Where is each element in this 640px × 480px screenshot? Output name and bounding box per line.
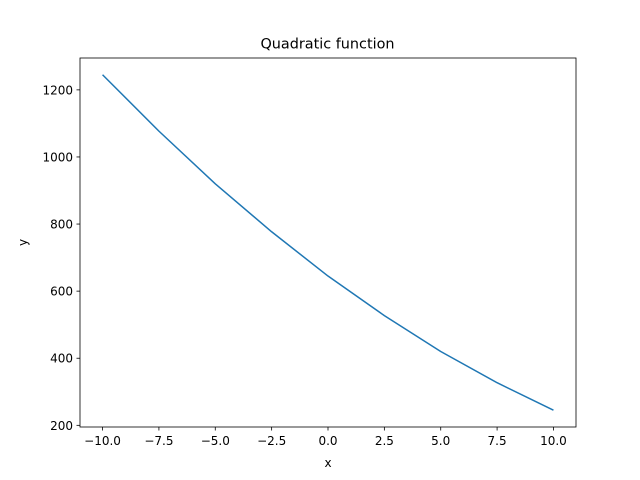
chart-title: Quadratic function xyxy=(260,37,394,53)
y-tick-label: 1000 xyxy=(42,150,73,164)
y-tick-label: 400 xyxy=(50,352,73,366)
x-tick-label: 0.0 xyxy=(318,434,337,448)
series-line xyxy=(102,74,554,411)
y-tick-label: 600 xyxy=(50,285,73,299)
plot-frame xyxy=(79,57,577,428)
x-tick-label: −5.0 xyxy=(201,434,230,448)
x-tick-label: 10.0 xyxy=(540,434,567,448)
x-axis: −10.0 −7.5 −5.0 −2.5 0.0 2.5 5.0 7.5 10.0 xyxy=(84,427,567,448)
y-tick-label: 1200 xyxy=(42,83,73,97)
y-axis-label: y xyxy=(16,239,30,246)
x-tick-label: −2.5 xyxy=(257,434,286,448)
x-tick-label: 5.0 xyxy=(431,434,450,448)
y-tick-label: 200 xyxy=(50,419,73,433)
x-axis-label: x xyxy=(324,456,331,470)
x-tick-label: 7.5 xyxy=(488,434,507,448)
x-tick-label: −7.5 xyxy=(144,434,173,448)
plot-area xyxy=(102,74,554,411)
y-axis: 200 400 600 800 1000 1200 xyxy=(42,83,80,433)
y-tick-label: 800 xyxy=(50,218,73,232)
x-tick-label: 2.5 xyxy=(375,434,394,448)
x-tick-label: −10.0 xyxy=(84,434,121,448)
